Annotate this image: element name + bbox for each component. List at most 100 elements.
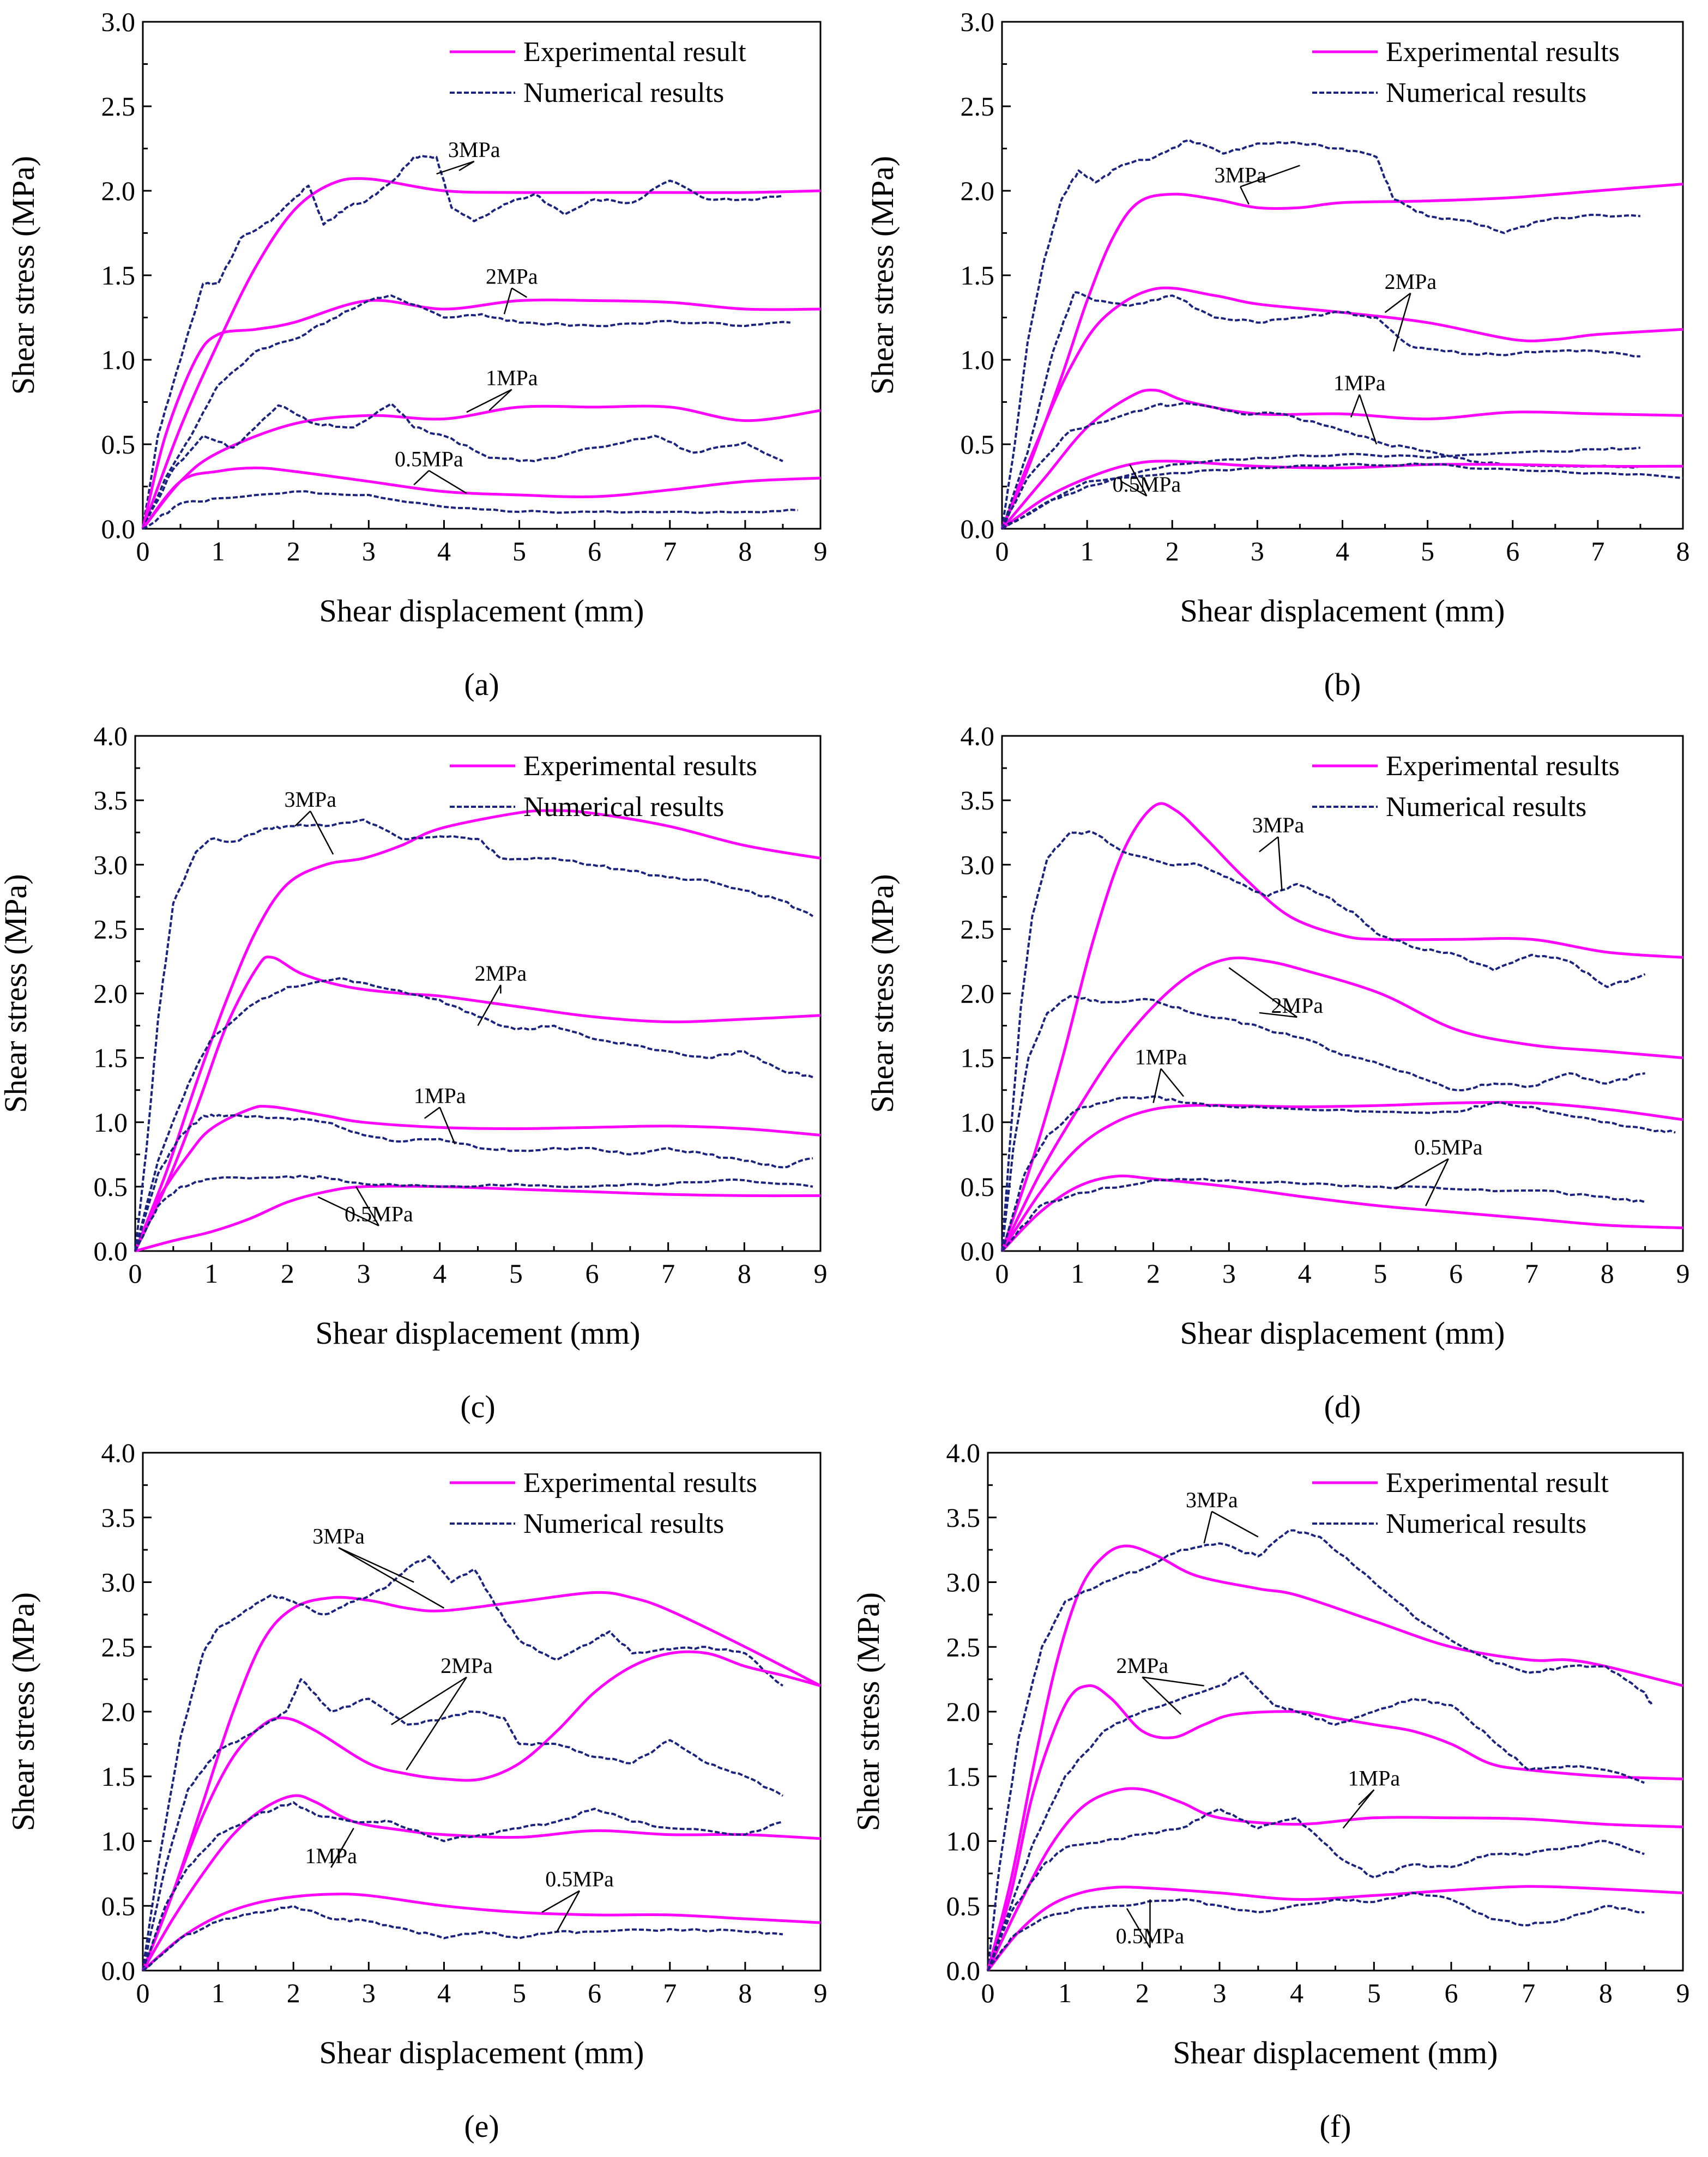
- y-tick-label: 2.5: [94, 914, 128, 944]
- x-tick-label: 5: [512, 536, 526, 566]
- annotation-leader-line: [1277, 837, 1283, 891]
- y-tick-label: 0.5: [101, 429, 136, 460]
- x-tick-label: 0: [995, 536, 1009, 566]
- x-tick-label: 3: [362, 1978, 376, 2008]
- numerical-curve: [1001, 1177, 1646, 1252]
- x-tick-label: 2: [1146, 1258, 1160, 1289]
- annotation-leader-line: [1259, 836, 1279, 853]
- annotation-leader-line: [1152, 1068, 1162, 1103]
- x-tick-label: 1: [1058, 1978, 1072, 2008]
- y-tick-label: 3.5: [94, 785, 128, 815]
- y-tick-label: 3.0: [946, 1567, 981, 1598]
- experimental-curve: [142, 466, 821, 530]
- experimental-curve: [986, 1684, 1683, 1971]
- experimental-curve: [986, 1544, 1683, 1971]
- x-tick-label: 4: [1298, 1258, 1312, 1289]
- x-tick-label: 8: [738, 1258, 751, 1289]
- chart-panel-4: 0 1 2 3 4 5 6 7 8 9 0.0 0.5 1.0 1.5 2.0 2.5 3.0 3.5 4.0 She…: [865, 721, 1690, 1424]
- y-tick-label: 4.0: [101, 1437, 136, 1468]
- legend-label-experimental: Experimental result: [523, 37, 746, 68]
- y-tick-label: 1.5: [961, 1043, 995, 1073]
- annotation-leader-line: [488, 389, 512, 411]
- annotation-leader-line: [436, 160, 475, 175]
- numerical-curve: [1001, 995, 1645, 1252]
- x-tick-label: 6: [1506, 536, 1519, 566]
- annotation-label: 1MPa: [414, 1083, 466, 1108]
- x-tick-label: 1: [212, 536, 225, 566]
- numerical-curve: [987, 1671, 1645, 1971]
- numerical-curve: [987, 1892, 1645, 1971]
- x-tick-label: 7: [1522, 1978, 1535, 2008]
- y-tick-label: 3.0: [101, 7, 136, 37]
- y-tick-label: 0.5: [946, 1890, 981, 1921]
- annotation-label: 1MPa: [305, 1844, 357, 1868]
- y-tick-label: 1.5: [946, 1761, 981, 1792]
- numerical-curve: [134, 1175, 813, 1252]
- legend-label-numerical: Numerical results: [523, 1508, 724, 1539]
- x-tick-label: 1: [204, 1258, 218, 1289]
- y-tick-label: 3.0: [961, 7, 995, 37]
- y-axis-title: Shear stress (MPa): [865, 156, 900, 395]
- x-tick-label: 0: [136, 536, 150, 566]
- x-tick-label: 2: [1136, 1978, 1149, 2008]
- numerical-curve: [1001, 291, 1640, 529]
- numerical-curve: [1001, 139, 1641, 529]
- x-tick-label: 3: [357, 1258, 371, 1289]
- experimental-curve: [134, 809, 821, 1252]
- annotation-leader-line: [1359, 394, 1378, 445]
- annotation-leader-line: [1126, 1908, 1151, 1948]
- y-tick-label: 2.0: [101, 1696, 136, 1727]
- panel-label: (d): [1324, 1389, 1361, 1424]
- legend-label-experimental: Experimental result: [1386, 1467, 1609, 1499]
- annotation-label: 1MPa: [1135, 1044, 1187, 1069]
- experimental-curve: [987, 1885, 1683, 1972]
- annotation-label: 1MPa: [1348, 1766, 1401, 1790]
- annotation-label: 2MPa: [1385, 269, 1437, 294]
- x-tick-label: 5: [1367, 1978, 1381, 2008]
- annotation-label: 0.5MPa: [545, 1867, 614, 1892]
- y-axis-title: Shear stress (MPa): [850, 1592, 886, 1831]
- numerical-curve: [142, 490, 798, 530]
- annotation-leader-line: [1395, 1158, 1449, 1190]
- numerical-curve: [142, 154, 783, 529]
- annotation-label: 2MPa: [1116, 1653, 1169, 1678]
- y-tick-label: 1.0: [946, 1826, 981, 1857]
- x-tick-label: 5: [1373, 1258, 1387, 1289]
- x-tick-label: 8: [1599, 1978, 1613, 2008]
- y-tick-label: 1.0: [94, 1107, 128, 1138]
- y-tick-label: 2.0: [946, 1696, 981, 1727]
- annotation-label: 1MPa: [486, 366, 538, 390]
- annotation-label: 0.5MPa: [1414, 1135, 1483, 1159]
- y-axis-title: Shear stress (MPa): [5, 1592, 41, 1831]
- y-tick-label: 3.5: [961, 785, 995, 815]
- legend-label-experimental: Experimental results: [1386, 751, 1620, 782]
- y-tick-label: 1.5: [101, 260, 136, 291]
- x-tick-label: 0: [129, 1258, 142, 1289]
- experimental-curve: [135, 1185, 821, 1253]
- numerical-curve: [1001, 1095, 1676, 1252]
- experimental-curve: [1001, 388, 1683, 530]
- x-tick-label: 8: [738, 536, 752, 566]
- x-tick-label: 0: [981, 1978, 995, 2008]
- y-tick-label: 2.5: [101, 91, 136, 122]
- experimental-curve: [1001, 460, 1683, 530]
- x-tick-label: 4: [433, 1258, 446, 1289]
- annotation-leader-line: [330, 1840, 347, 1868]
- panel-label: (e): [464, 2108, 499, 2144]
- annotation-leader-line: [1228, 967, 1297, 1018]
- legend-label-experimental: Experimental results: [1386, 37, 1620, 68]
- y-tick-label: 2.5: [961, 914, 995, 944]
- x-tick-label: 8: [1676, 536, 1690, 566]
- x-tick-label: 0: [136, 1978, 150, 2008]
- y-tick-label: 3.0: [101, 1567, 136, 1598]
- panel-label: (a): [464, 667, 499, 702]
- y-tick-label: 2.0: [101, 176, 136, 206]
- x-tick-label: 4: [437, 1978, 451, 2008]
- y-axis-title: Shear stress (MPa): [865, 874, 900, 1113]
- annotation-label: 2MPa: [440, 1653, 493, 1678]
- legend-label-numerical: Numerical results: [1386, 1508, 1586, 1539]
- chart-panel-3: 0 1 2 3 4 5 6 7 8 9 0.0 0.5 1.0 1.5 2.0 2.5 3.0 3.5 4.0 She…: [0, 721, 828, 1424]
- annotation-leader-line: [1342, 1789, 1375, 1829]
- annotation-leader-line: [1129, 464, 1148, 497]
- x-tick-label: 6: [588, 1978, 601, 2008]
